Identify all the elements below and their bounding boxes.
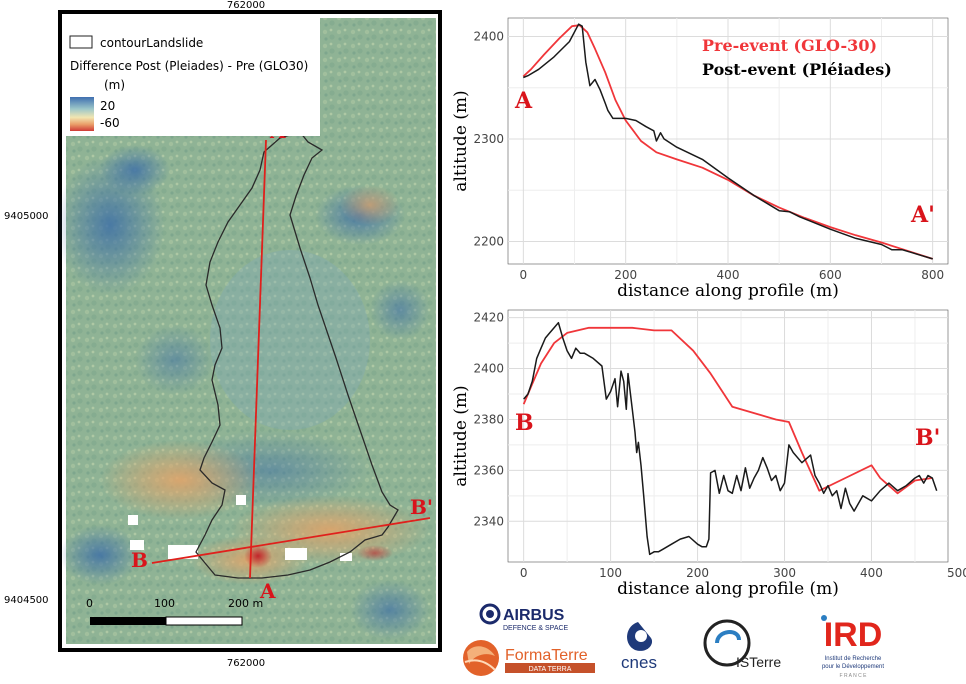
y-tick-label: 2420 — [473, 311, 504, 325]
formaterre-logo: FormaTerre DATA TERRA — [463, 640, 595, 676]
profile-line-b — [151, 517, 431, 564]
logo-strip: AIRBUS DEFENCE & SPACE FormaTerre DATA T… — [463, 603, 884, 679]
y-tick-label: 2340 — [473, 514, 504, 528]
landslide-map: A A' B B' 762000 762000 9405000 9404500 … — [4, 0, 442, 669]
x-tick-label: 100 — [599, 566, 622, 580]
legend-outline-label: contourLandslide — [100, 36, 203, 50]
isterre-wordmark: ISTerre — [736, 654, 781, 670]
x-tick-label: 200 — [614, 268, 637, 282]
series-line-pre-event — [522, 326, 933, 495]
legend-title: Difference Post (Pleiades) - Pre (GLO30) — [70, 59, 308, 73]
cnes-logo: cnes — [621, 622, 657, 672]
ird-logo: IRD Institut de Recherche pour le Dévelo… — [821, 615, 884, 679]
x-tick-label: 0 — [520, 566, 528, 580]
profile-line-a — [249, 139, 267, 579]
ird-wordmark: IRD — [824, 616, 883, 654]
map-label-b-prime: B' — [410, 495, 433, 519]
profile-chart-1: 0 200 400 600 800 2200 2300 2400 distance along … — [451, 17, 949, 301]
plot-area — [507, 309, 949, 563]
x-tick-label: 400 — [717, 268, 740, 282]
coord-left-lower: 9404500 — [4, 595, 49, 606]
legend-max: 20 — [100, 99, 115, 113]
y-tick-label: 2380 — [473, 412, 504, 426]
y-tick-label: 2200 — [473, 234, 504, 248]
legend-entry-post-event: Post-event (Pléiades) — [702, 60, 892, 79]
profile-start-label: B — [515, 410, 534, 436]
isterre-logo: ISTerre — [703, 619, 781, 670]
coord-bottom: 762000 — [227, 658, 265, 669]
airbus-subtitle: DEFENCE & SPACE — [503, 625, 569, 632]
legend-entry-pre-event: Pre-event (GLO-30) — [702, 36, 877, 55]
legend-min: -60 — [100, 116, 120, 130]
x-axis-label: distance along profile (m) — [617, 579, 839, 599]
series-line-post-event — [523, 321, 938, 556]
cnes-wordmark: cnes — [621, 653, 657, 672]
scale-tick-0: 0 — [86, 597, 93, 610]
scale-tick-100: 100 — [154, 597, 175, 610]
map-label-b: B — [131, 548, 148, 572]
x-axis-label: distance along profile (m) — [617, 281, 839, 301]
profile-end-label: B' — [915, 425, 940, 451]
series-line-pre-event — [522, 24, 933, 260]
profile-end-label: A' — [910, 202, 935, 228]
plot-area — [507, 17, 949, 265]
scale-tick-200: 200 m — [228, 597, 263, 610]
formaterre-wordmark: FormaTerre — [505, 647, 588, 664]
y-tick-label: 2400 — [473, 362, 504, 376]
coord-top: 762000 — [227, 0, 265, 11]
map-label-a: A — [259, 579, 276, 603]
airbus-wordmark: AIRBUS — [503, 607, 565, 624]
x-tick-label: 200 — [686, 566, 709, 580]
map-legend: contourLandslide Difference Post (Pleiad… — [62, 18, 320, 136]
y-tick-label: 2300 — [473, 132, 504, 146]
y-tick-label: 2360 — [473, 463, 504, 477]
legend-outline-swatch — [69, 35, 93, 49]
formaterre-subtitle: DATA TERRA — [529, 666, 572, 673]
profile-chart-2: 0 100 200 300 400 500 2340 2360 2380 2400 2420 dist… — [451, 309, 966, 599]
legend-unit: (m) — [104, 78, 125, 92]
series-line-post-event — [523, 23, 933, 260]
x-tick-label: 400 — [860, 566, 883, 580]
ird-subtitle-2: pour le Développement — [822, 664, 884, 670]
airbus-logo: AIRBUS DEFENCE & SPACE — [479, 603, 569, 632]
y-tick-label: 2400 — [473, 29, 504, 43]
scale-bar: 0 100 200 m — [86, 597, 263, 626]
ird-subtitle-1: Institut de Recherche — [825, 656, 882, 662]
legend-color-ramp — [70, 97, 94, 131]
x-tick-label: 300 — [773, 566, 796, 580]
x-tick-label: 800 — [921, 268, 944, 282]
x-tick-label: 0 — [520, 268, 528, 282]
x-tick-label: 500 — [947, 566, 966, 580]
coord-left-upper: 9405000 — [4, 211, 49, 222]
x-tick-label: 600 — [819, 268, 842, 282]
profile-start-label: A — [514, 88, 533, 114]
ird-subtitle-3: F R A N C E — [840, 673, 868, 679]
